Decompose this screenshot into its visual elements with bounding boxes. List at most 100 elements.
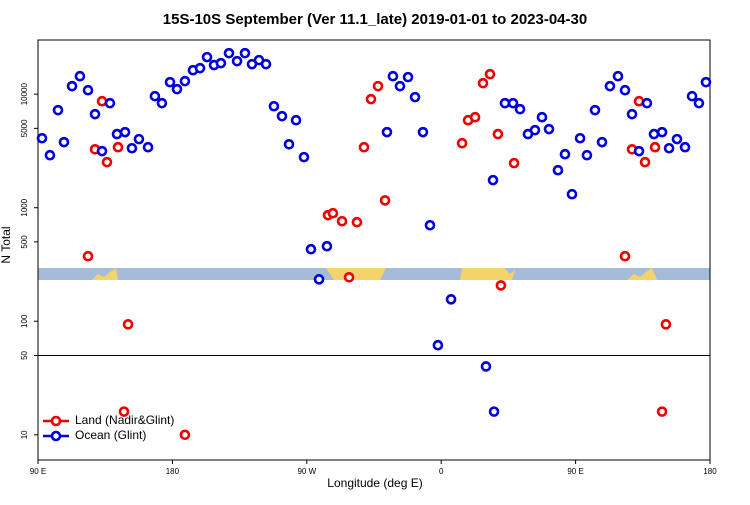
point bbox=[268, 100, 280, 112]
point bbox=[96, 145, 108, 157]
point bbox=[82, 84, 94, 96]
point bbox=[179, 429, 191, 441]
point bbox=[508, 157, 520, 169]
legend-marker bbox=[50, 415, 62, 427]
point bbox=[639, 156, 651, 168]
point bbox=[574, 132, 586, 144]
point bbox=[336, 215, 348, 227]
point bbox=[656, 126, 668, 138]
point bbox=[612, 70, 624, 82]
point bbox=[239, 47, 251, 59]
point bbox=[119, 126, 131, 138]
point bbox=[358, 141, 370, 153]
point bbox=[671, 133, 683, 145]
point bbox=[44, 149, 56, 161]
point bbox=[223, 47, 235, 59]
point bbox=[133, 133, 145, 145]
point bbox=[343, 271, 355, 283]
point bbox=[402, 71, 414, 83]
point bbox=[394, 80, 406, 92]
point bbox=[122, 319, 134, 330]
point bbox=[409, 91, 421, 103]
legend-marker bbox=[50, 430, 62, 442]
point bbox=[290, 114, 302, 126]
point bbox=[351, 216, 363, 228]
point bbox=[74, 70, 86, 82]
y-tick-label: 10 bbox=[20, 430, 29, 439]
x-tick-label: 90 E bbox=[567, 467, 583, 476]
point bbox=[566, 188, 578, 200]
point bbox=[686, 90, 698, 102]
point bbox=[543, 123, 555, 135]
point bbox=[626, 108, 638, 120]
point bbox=[365, 93, 377, 105]
point bbox=[456, 137, 468, 149]
point bbox=[679, 141, 691, 153]
point bbox=[156, 97, 168, 109]
point bbox=[495, 280, 507, 291]
y-axis-label: N Total bbox=[0, 226, 13, 263]
point bbox=[231, 55, 243, 67]
point bbox=[118, 406, 130, 417]
y-tick-label: 10000 bbox=[20, 83, 29, 106]
y-tick-label: 500 bbox=[20, 235, 29, 249]
point bbox=[89, 108, 101, 120]
point bbox=[488, 406, 500, 417]
point bbox=[480, 361, 492, 372]
plot-frame bbox=[37, 39, 711, 461]
point bbox=[700, 76, 712, 88]
point bbox=[484, 68, 496, 80]
point bbox=[693, 97, 705, 109]
point bbox=[381, 126, 393, 138]
point bbox=[379, 195, 391, 206]
point bbox=[445, 294, 457, 305]
legend-label: Land (Nadir&Glint) bbox=[75, 413, 174, 427]
point bbox=[104, 97, 116, 109]
point bbox=[507, 97, 519, 109]
point bbox=[171, 83, 183, 95]
y-tick-label: 100 bbox=[20, 314, 29, 328]
x-tick-label: 180 bbox=[703, 467, 717, 476]
point bbox=[596, 136, 608, 148]
point bbox=[66, 80, 78, 92]
point bbox=[417, 126, 429, 138]
point bbox=[663, 142, 675, 154]
point bbox=[649, 141, 661, 153]
point bbox=[215, 57, 227, 69]
y-tick-label: 1000 bbox=[20, 198, 29, 216]
x-tick-label: 90 E bbox=[30, 467, 46, 476]
x-axis-label: Longitude (deg E) bbox=[327, 476, 422, 490]
point bbox=[126, 142, 138, 154]
point bbox=[432, 339, 444, 351]
point bbox=[536, 111, 548, 123]
point bbox=[633, 145, 645, 157]
point bbox=[82, 250, 94, 262]
point bbox=[387, 70, 399, 82]
point bbox=[179, 75, 191, 87]
point bbox=[424, 219, 436, 231]
point bbox=[589, 104, 601, 116]
point bbox=[514, 103, 526, 115]
point bbox=[283, 138, 295, 150]
point bbox=[372, 80, 384, 92]
point bbox=[492, 128, 504, 140]
point bbox=[648, 128, 660, 140]
point bbox=[52, 104, 64, 116]
map-strip bbox=[38, 268, 710, 280]
point bbox=[149, 90, 161, 102]
legend-label: Ocean (Glint) bbox=[75, 428, 146, 442]
x-tick-label: 180 bbox=[166, 467, 180, 476]
point bbox=[112, 141, 124, 153]
point bbox=[487, 174, 499, 186]
point bbox=[164, 76, 176, 88]
point bbox=[529, 124, 541, 136]
point bbox=[313, 274, 325, 285]
point bbox=[276, 110, 288, 122]
x-tick-label: 0 bbox=[439, 467, 444, 476]
point bbox=[559, 148, 571, 160]
point bbox=[201, 51, 213, 63]
point bbox=[604, 80, 616, 92]
point bbox=[660, 319, 672, 330]
point bbox=[111, 128, 123, 140]
chart-title: 15S-10S September (Ver 11.1_late) 2019-0… bbox=[163, 11, 587, 28]
